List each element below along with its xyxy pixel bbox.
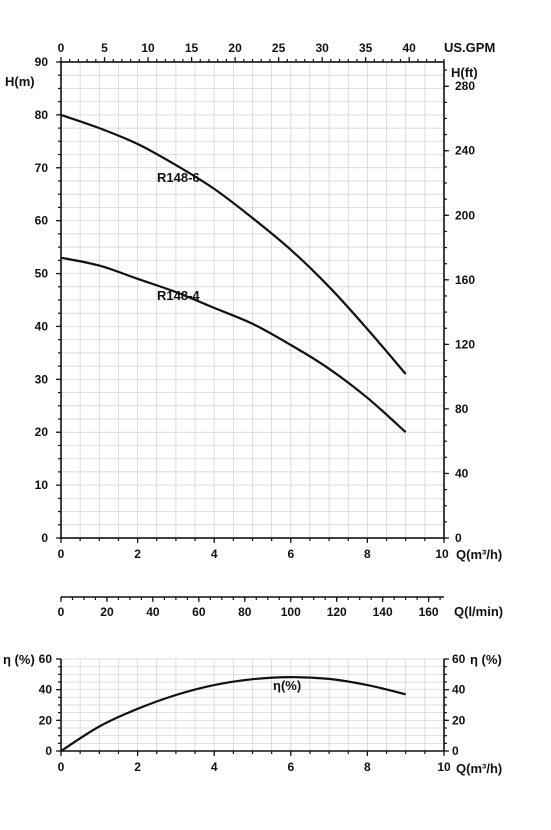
lmin-tick-label: 20 <box>100 605 114 619</box>
right-tick-label: 240 <box>455 144 475 158</box>
top-tick-label: 5 <box>101 41 108 55</box>
right-tick-label: 0 <box>455 531 462 545</box>
lmin-tick-label: 160 <box>419 605 439 619</box>
x-tick-label: 2 <box>134 547 141 561</box>
y-tick-label: 30 <box>35 372 49 386</box>
eff-right-tick-label: 60 <box>452 652 466 666</box>
top-tick-label: 40 <box>403 41 417 55</box>
eff-right-tick-label: 20 <box>452 713 466 727</box>
curve-r148-4 <box>60 256 407 434</box>
y-tick-label: 50 <box>35 267 49 281</box>
curve-label: R148-4 <box>157 288 200 303</box>
y-tick-label: 40 <box>35 319 49 333</box>
curve-efficiency <box>60 675 406 752</box>
eff-y-tick-label: 0 <box>45 744 52 758</box>
eff-y-tick-label: 60 <box>39 652 53 666</box>
right-tick-label: 120 <box>455 337 475 351</box>
right-tick-label: 200 <box>455 208 475 222</box>
top-tick-label: 0 <box>58 41 65 55</box>
eff-y-axis-label: η (%) <box>3 652 35 667</box>
y-tick-label: 10 <box>35 478 49 492</box>
lmin-tick-label: 0 <box>58 605 65 619</box>
x-tick-label: 8 <box>364 547 371 561</box>
eff-right-tick-label: 0 <box>452 744 459 758</box>
eff-curve-label: η(%) <box>273 678 301 693</box>
top-tick-label: 20 <box>228 41 242 55</box>
lmin-tick-label: 40 <box>146 605 160 619</box>
eff-x-tick-label: 2 <box>134 760 141 774</box>
eff-x-tick-label: 0 <box>58 760 65 774</box>
y-tick-label: 0 <box>41 531 48 545</box>
top-axis-label: US.GPM <box>444 40 495 55</box>
eff-y-tick-label: 40 <box>39 683 53 697</box>
eff-x-tick-label: 4 <box>211 760 218 774</box>
y-axis-label: H(m) <box>5 74 35 89</box>
curve-label: R148-6 <box>157 170 200 185</box>
eff-x-axis-label: Q(m³/h) <box>456 761 502 776</box>
top-tick-label: 30 <box>315 41 329 55</box>
eff-x-tick-label: 10 <box>437 760 451 774</box>
y-tick-label: 20 <box>35 425 49 439</box>
eff-x-tick-label: 8 <box>364 760 371 774</box>
top-tick-label: 25 <box>272 41 286 55</box>
eff-right-tick-label: 40 <box>452 683 466 697</box>
lmin-tick-label: 100 <box>281 605 301 619</box>
lmin-axis-label: Q(l/min) <box>454 604 503 619</box>
right-tick-label: 160 <box>455 273 475 287</box>
lmin-tick-label: 120 <box>327 605 347 619</box>
top-tick-label: 15 <box>185 41 199 55</box>
y-tick-label: 80 <box>35 108 49 122</box>
top-tick-label: 35 <box>359 41 373 55</box>
right-tick-label: 40 <box>455 466 469 480</box>
x-tick-label: 4 <box>211 547 218 561</box>
right-axis-label: H(ft) <box>451 65 478 80</box>
y-tick-label: 60 <box>35 214 49 228</box>
right-tick-label: 80 <box>455 402 469 416</box>
lmin-tick-label: 140 <box>373 605 393 619</box>
curve-r148-6 <box>60 113 407 375</box>
x-axis-label: Q(m³/h) <box>456 547 502 562</box>
lmin-tick-label: 60 <box>192 605 206 619</box>
flow-lmin-axis: 0 20 40 60 80 100 120 140 160 Q(l/min) <box>58 596 503 619</box>
right-tick-label: 280 <box>455 79 475 93</box>
x-tick-label: 0 <box>58 547 65 561</box>
eff-x-tick-label: 6 <box>287 760 294 774</box>
top-tick-label: 10 <box>141 41 155 55</box>
y-tick-label: 90 <box>35 55 49 69</box>
eff-y-tick-label: 20 <box>39 713 53 727</box>
lmin-tick-label: 80 <box>238 605 252 619</box>
y-tick-label: 70 <box>35 161 49 175</box>
x-tick-label: 10 <box>435 547 449 561</box>
x-tick-label: 6 <box>287 547 294 561</box>
eff-right-axis-label: η (%) <box>470 652 502 667</box>
head-chart: 0 2 4 6 8 10 Q(m³/h) 0 10 20 30 40 50 60 70 80 90H(m) 0 5 1… <box>5 40 502 562</box>
